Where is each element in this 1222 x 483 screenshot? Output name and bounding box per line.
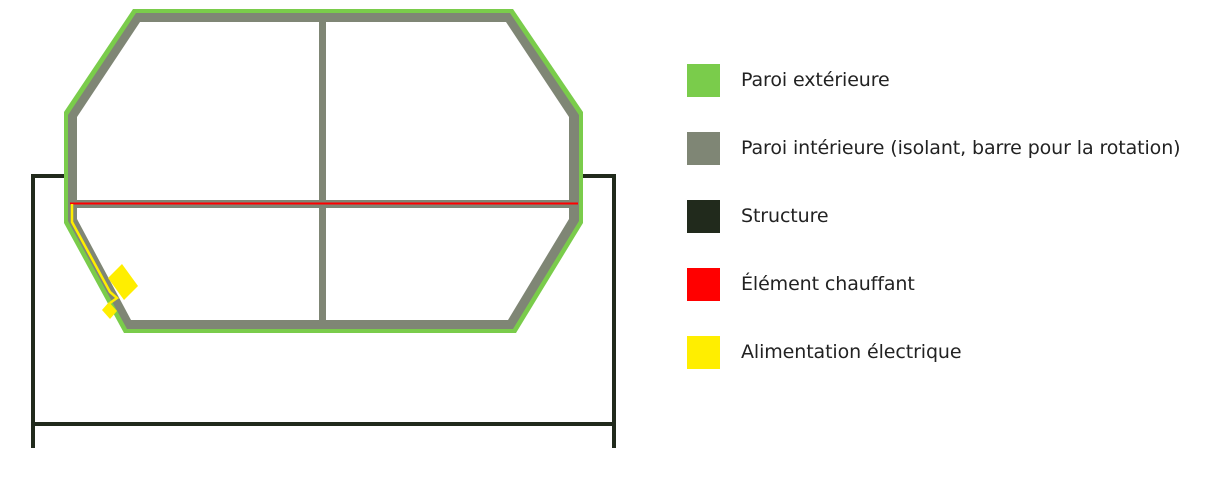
legend-label: Paroi extérieure [741,69,890,91]
rotating-oven-diagram [31,9,616,448]
power-connector [108,264,138,300]
legend-item-power-supply: Alimentation électrique [687,335,1180,369]
power-plug [102,302,117,319]
power-cable [70,204,120,305]
inner-wall-swatch [687,131,720,165]
legend-label: Élément chauffant [741,273,915,295]
legend-item-structure: Structure [687,199,1180,233]
outer-wall-swatch [687,63,720,97]
structure-frame-right [578,174,616,448]
support-structure [31,174,616,448]
legend-label: Paroi intérieure (isolant, barre pour la… [741,137,1181,159]
structure-frame [31,174,70,448]
heating-element-swatch [687,267,720,301]
vertical-rotation-bar [319,20,326,322]
legend-label: Structure [741,205,829,227]
legend-item-heating-element: Élément chauffant [687,267,1180,301]
structure-swatch [687,199,720,233]
legend-item-inner-wall: Paroi intérieure (isolant, barre pour la… [687,131,1181,165]
legend-item-outer-wall: Paroi extérieure [687,63,1180,97]
legend-label: Alimentation électrique [741,341,962,363]
legend: Paroi extérieure Paroi intérieure (isola… [687,63,1181,403]
power-supply-swatch [687,335,720,369]
power-supply [70,204,138,319]
